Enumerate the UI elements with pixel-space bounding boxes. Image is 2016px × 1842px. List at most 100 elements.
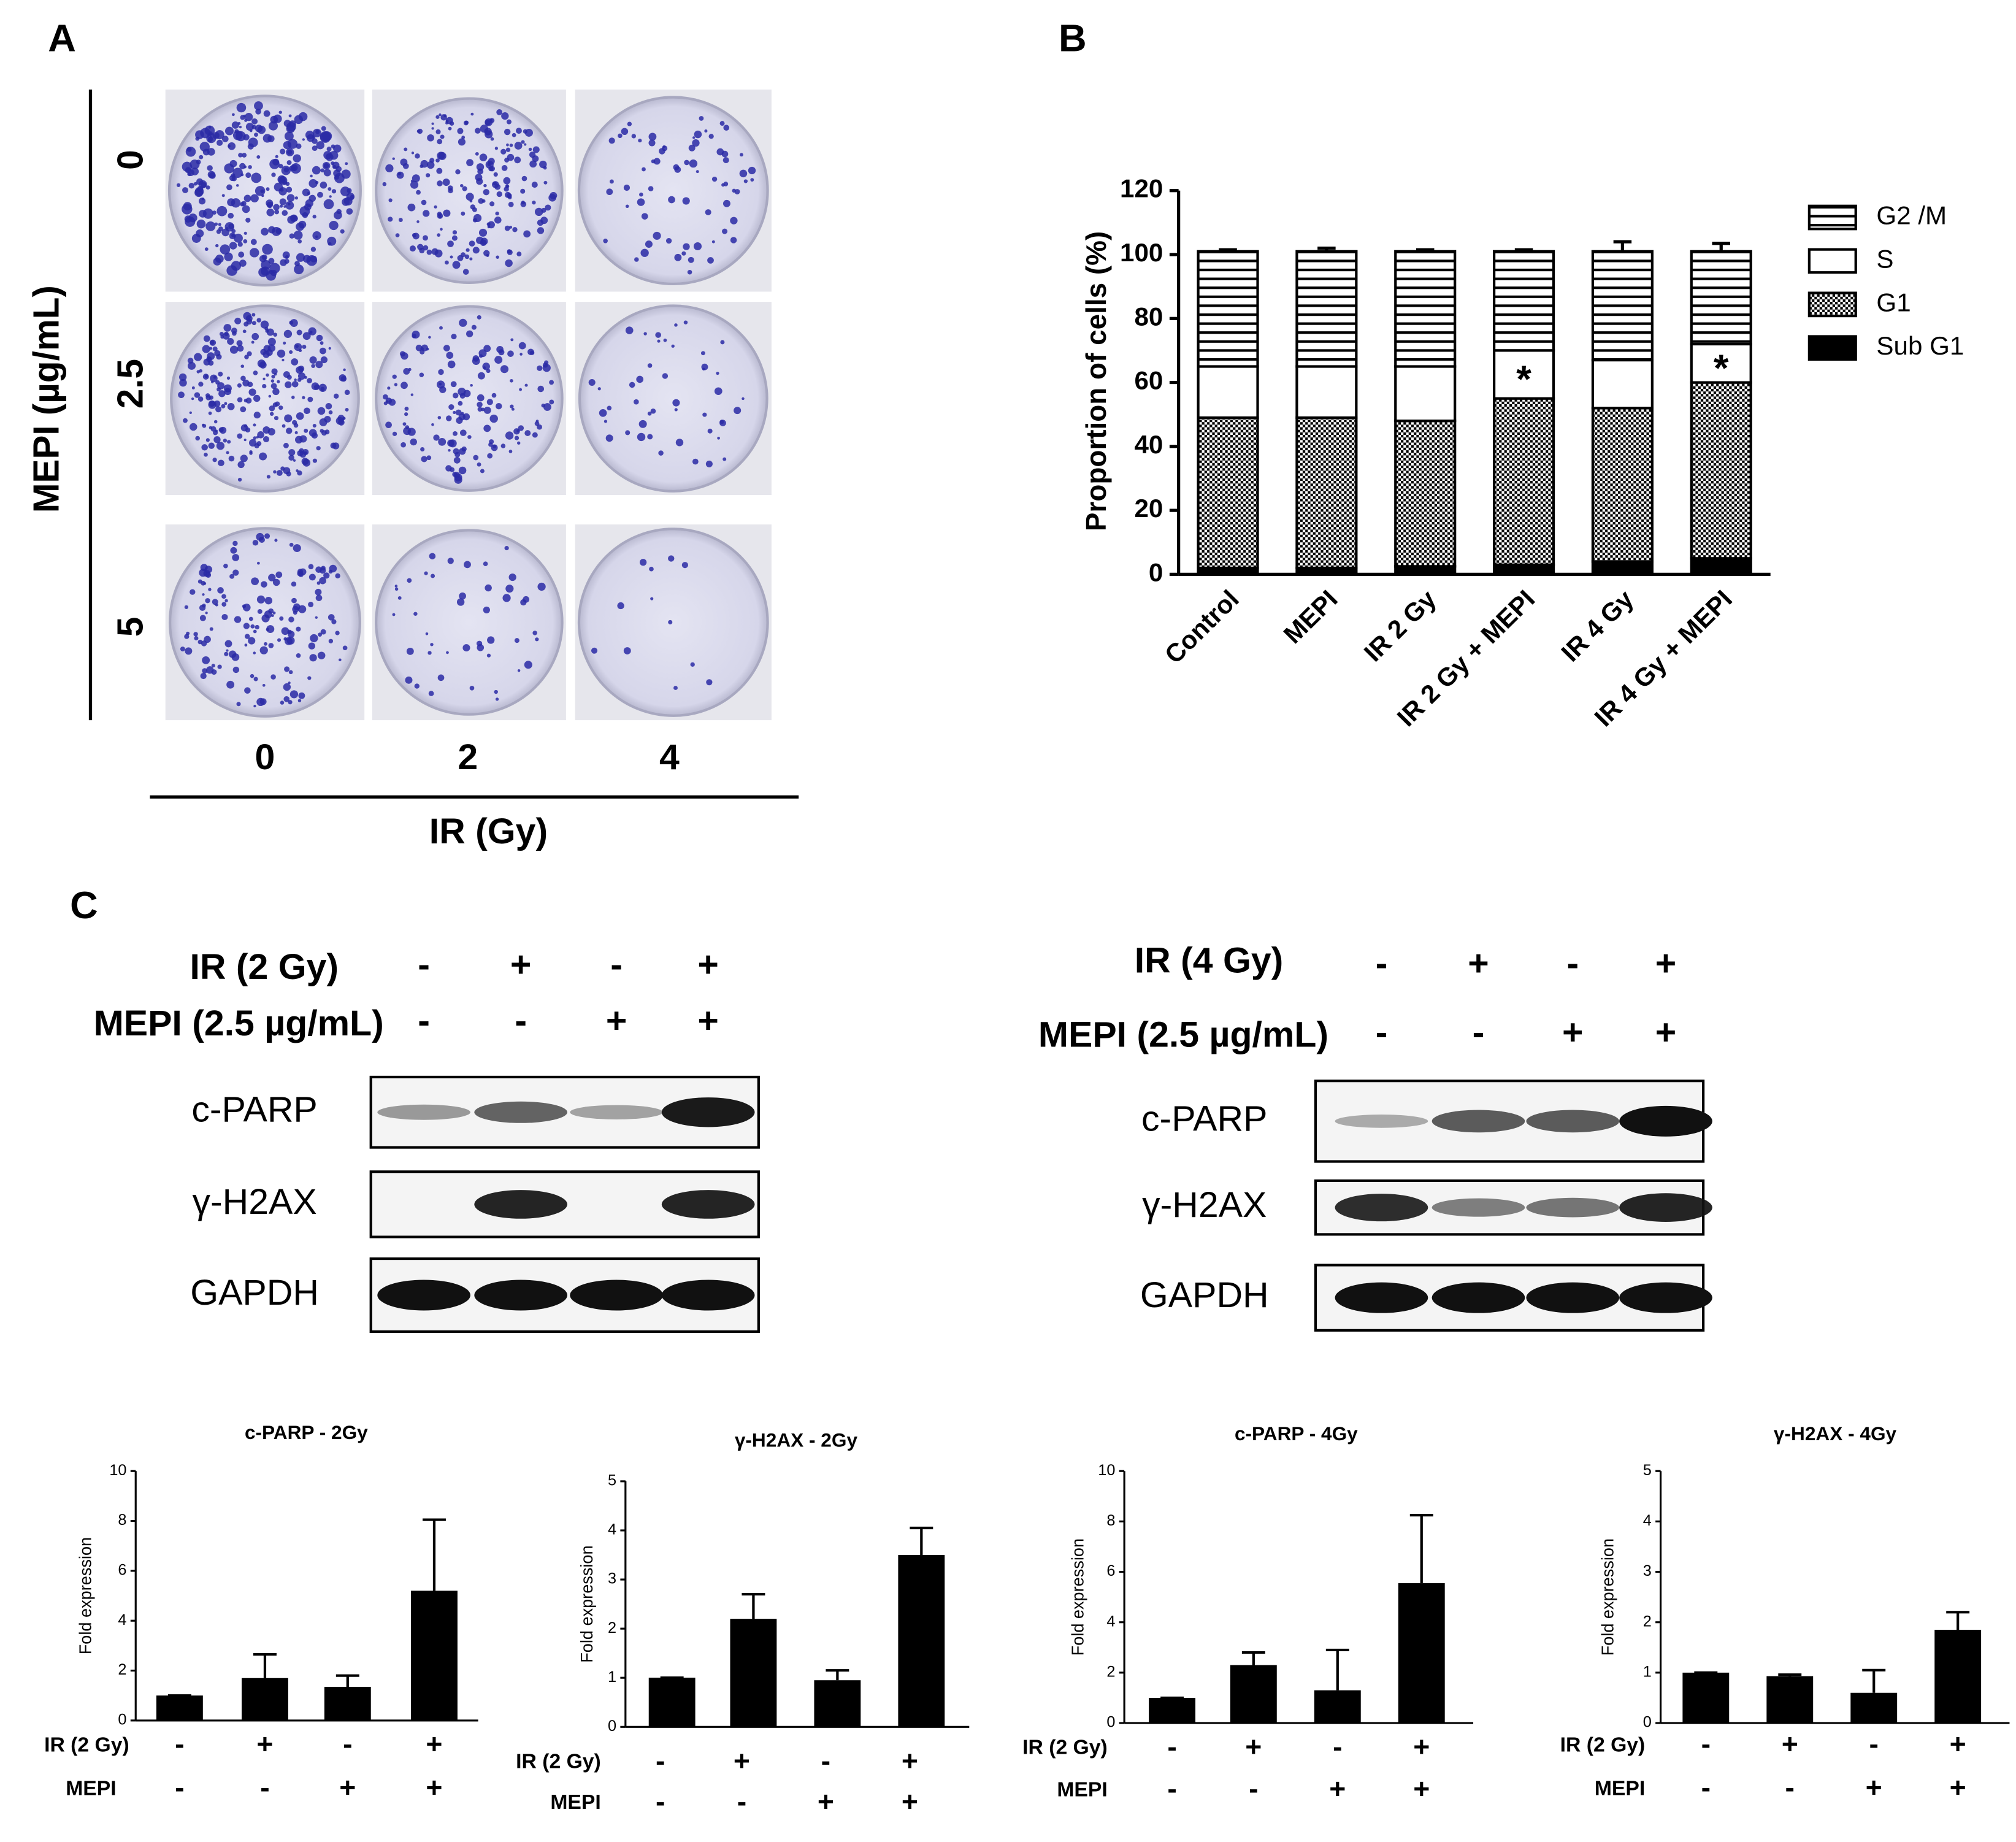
colony [345,162,348,166]
colony [288,455,294,461]
colony [251,321,256,326]
colony [262,383,267,389]
colony [637,432,646,442]
colony [182,204,193,215]
colony [278,164,283,169]
bar [242,1678,288,1721]
colony [637,198,645,206]
legend-label: S [1876,245,1893,274]
colony [182,161,193,172]
y-tick-label: 6 [118,1562,126,1579]
colony [274,416,279,421]
colony [302,344,307,349]
colony [293,231,303,240]
colony [279,198,286,205]
colony [234,317,242,324]
treatment-sign: + [1329,1773,1346,1805]
colony [443,209,451,217]
colony [312,166,321,175]
colony [224,599,228,602]
colony [308,642,316,650]
plate [375,97,564,284]
blot-band [1526,1282,1620,1313]
colony [510,404,514,409]
colony [272,611,276,615]
colony [204,566,213,574]
legend-label: G1 [1876,288,1911,317]
colony [439,113,442,117]
colony [627,121,632,126]
colony [412,330,420,339]
colony [634,257,639,262]
colony [302,332,311,340]
colony [409,245,416,252]
colony [266,328,274,336]
colony [648,186,654,191]
colony [309,179,318,188]
y-tick-label: 2 [608,1619,616,1637]
treatment-sign: + [818,1786,834,1817]
colony [317,191,323,198]
colony [283,696,290,702]
colony [388,399,396,406]
colony [450,255,453,259]
blot-band [661,1190,755,1219]
colony [297,699,302,702]
colony [696,170,699,174]
colony [328,614,335,621]
bar [730,1619,777,1727]
colony [519,353,523,356]
colony [508,450,513,453]
colony [532,201,536,205]
colony [253,423,256,427]
colony [477,394,485,402]
colony [643,332,647,336]
colony [270,383,277,390]
colony [504,128,511,136]
colony [511,407,515,411]
colony [251,577,259,586]
colony [342,645,348,651]
colony [274,372,277,376]
colony [240,455,248,462]
condition-sign: - [418,1001,430,1041]
colony [277,380,280,383]
colony [716,371,719,375]
colony [641,213,648,220]
colony [657,339,661,343]
colony [213,375,217,379]
colony [275,401,280,407]
colony [480,469,485,474]
colony [307,396,313,402]
colony [392,157,395,160]
colony [410,180,419,189]
colony [394,587,399,591]
colony [401,352,408,360]
colony [721,150,729,158]
colony [209,339,217,346]
colony [340,229,345,234]
colony [317,407,326,415]
colony [453,456,461,464]
colony [205,185,210,190]
colony [459,592,466,600]
colony [237,433,243,439]
colony [447,360,456,369]
colony [702,367,705,370]
colony [470,383,473,387]
colony [218,390,226,397]
colony [392,374,397,379]
chart-title: c-PARP - 2Gy [245,1422,368,1443]
colony [535,637,539,642]
colony [193,632,198,637]
colony [648,139,656,147]
colony [618,133,623,139]
colony [603,239,608,244]
colony [291,396,295,399]
y-tick-label: 4 [1643,1512,1652,1529]
colony [261,228,269,236]
colony [668,196,675,204]
colony [414,683,420,689]
colony [244,355,249,359]
colony [460,183,464,188]
